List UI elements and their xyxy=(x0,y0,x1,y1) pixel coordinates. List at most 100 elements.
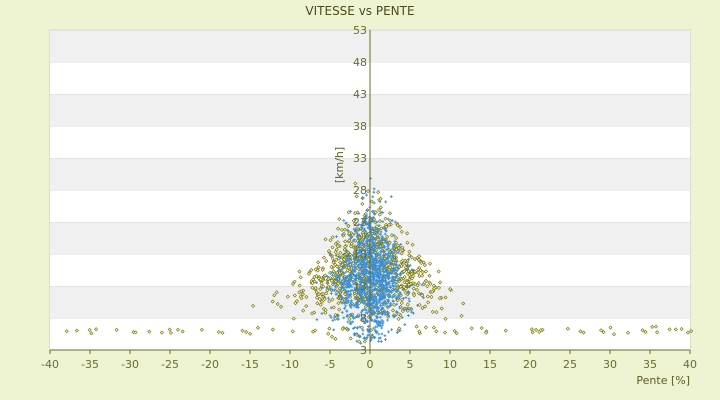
data-point xyxy=(377,324,381,327)
data-point xyxy=(355,301,359,305)
data-point xyxy=(376,251,380,255)
data-point xyxy=(365,235,368,239)
data-point xyxy=(608,325,613,330)
data-point xyxy=(364,270,368,274)
data-point xyxy=(379,289,383,293)
data-point xyxy=(360,253,364,257)
data-point xyxy=(357,263,361,267)
data-point xyxy=(220,330,225,335)
data-point xyxy=(344,304,348,308)
data-point xyxy=(360,285,364,288)
data-point xyxy=(386,299,390,303)
data-point xyxy=(374,237,377,241)
data-point xyxy=(384,293,388,297)
data-point xyxy=(414,324,419,329)
data-point xyxy=(248,331,253,336)
data-point xyxy=(366,275,369,279)
data-point xyxy=(372,282,376,286)
data-point xyxy=(405,302,410,307)
data-point xyxy=(374,271,378,275)
data-point xyxy=(338,269,342,273)
data-point xyxy=(320,267,325,272)
data-point xyxy=(94,327,99,332)
data-point xyxy=(452,328,457,333)
data-point xyxy=(406,268,411,274)
data-point xyxy=(339,256,343,260)
data-point xyxy=(400,245,405,250)
data-point xyxy=(350,236,353,240)
data-point xyxy=(279,304,284,309)
data-point xyxy=(443,316,448,321)
data-point xyxy=(378,260,382,263)
data-point xyxy=(378,241,381,245)
data-point xyxy=(375,299,379,303)
x-tick-label: 40 xyxy=(683,358,697,371)
data-point xyxy=(298,275,303,280)
data-point xyxy=(350,269,354,273)
data-point xyxy=(358,325,362,329)
data-point xyxy=(347,255,351,259)
data-point xyxy=(321,284,326,289)
data-point xyxy=(376,274,380,277)
data-point xyxy=(377,224,381,227)
data-point xyxy=(392,249,396,253)
data-point xyxy=(292,279,297,284)
data-point xyxy=(379,304,382,307)
data-point xyxy=(640,328,645,333)
data-point xyxy=(372,212,376,215)
data-point xyxy=(392,285,395,289)
data-point xyxy=(361,260,365,264)
data-point xyxy=(347,299,350,303)
data-point xyxy=(402,308,406,312)
chart-title: VITESSE vs PENTE xyxy=(305,4,414,18)
data-point xyxy=(304,304,309,309)
data-point xyxy=(347,252,351,256)
data-point xyxy=(382,250,385,253)
data-point xyxy=(374,255,377,259)
data-point xyxy=(396,279,400,283)
data-point xyxy=(389,261,393,265)
data-point xyxy=(436,269,441,274)
data-point xyxy=(354,332,360,337)
data-point xyxy=(437,296,442,301)
data-point xyxy=(388,265,393,270)
data-point xyxy=(679,327,684,332)
data-point xyxy=(315,281,319,285)
data-point xyxy=(395,298,400,303)
data-point xyxy=(360,299,364,303)
data-point xyxy=(377,306,381,310)
data-point xyxy=(479,325,484,331)
data-point xyxy=(356,273,360,277)
y-tick-label: 13 xyxy=(353,280,367,293)
data-point xyxy=(380,326,384,330)
data-point xyxy=(373,252,377,255)
data-point xyxy=(357,212,361,215)
data-point xyxy=(358,283,362,287)
x-tick-label: -25 xyxy=(161,358,179,371)
data-point xyxy=(334,293,338,296)
data-point xyxy=(385,269,389,272)
data-point xyxy=(356,282,359,286)
data-point xyxy=(384,287,388,291)
data-point xyxy=(373,328,377,332)
data-point xyxy=(360,278,364,282)
data-point xyxy=(351,239,355,243)
data-point xyxy=(421,260,426,265)
data-point xyxy=(367,272,370,276)
data-point xyxy=(379,263,383,267)
data-point xyxy=(320,286,324,290)
data-point xyxy=(426,300,431,305)
data-point xyxy=(370,285,374,289)
data-point xyxy=(362,281,366,285)
data-point xyxy=(360,264,364,267)
data-point xyxy=(358,251,362,255)
data-point xyxy=(374,265,378,269)
data-point xyxy=(388,284,392,288)
data-point xyxy=(362,271,366,275)
data-point xyxy=(317,297,322,302)
data-point xyxy=(349,241,354,246)
data-point xyxy=(369,199,374,204)
data-point xyxy=(409,272,414,277)
data-point xyxy=(381,264,385,268)
data-point xyxy=(329,334,334,339)
